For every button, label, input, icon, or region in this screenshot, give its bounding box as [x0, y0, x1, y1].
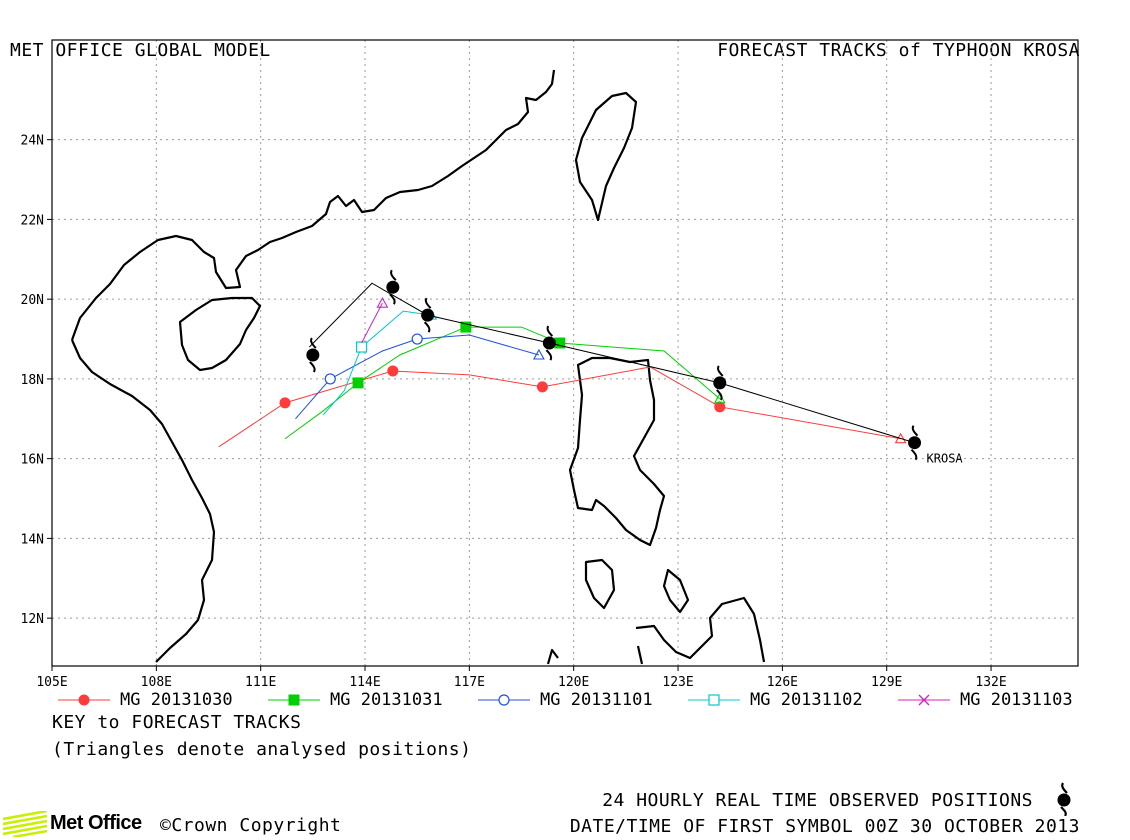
lon-tick-label: 108E — [141, 675, 172, 690]
lon-tick-label: 111E — [245, 675, 276, 690]
vietnam-coast — [70, 339, 216, 663]
legend-symbol-filled-circle — [58, 694, 110, 706]
typhoon-symbol — [421, 297, 435, 333]
analysed-position-triangle — [376, 297, 389, 308]
forecast-track-line — [361, 302, 383, 344]
lat-tick-label: 12N — [21, 612, 44, 627]
mainland-coast — [70, 69, 556, 341]
title-left: MET OFFICE GLOBAL MODEL — [10, 40, 271, 61]
legend-item-mg-20131103: MG 20131103 — [898, 690, 1073, 710]
lon-tick-label: 129E — [871, 675, 902, 690]
lat-tick-label: 18N — [21, 373, 44, 388]
lat-tick-label: 14N — [21, 532, 44, 547]
forecast-point — [355, 341, 368, 353]
forecast-track-line — [322, 310, 432, 416]
forecast-point — [714, 401, 726, 413]
analysed-position-triangle — [532, 348, 545, 360]
lat-tick-label: 20N — [21, 293, 44, 308]
taiwan-island — [574, 91, 638, 222]
crown-copyright: ©Crown Copyright — [160, 815, 342, 836]
forecast-point — [536, 381, 548, 393]
lon-tick-label: 114E — [349, 675, 380, 690]
legend-symbol-filled-square — [268, 694, 320, 706]
visayas-islands — [635, 596, 766, 663]
typhoon-symbol — [542, 325, 556, 361]
lon-tick-label: 117E — [454, 675, 485, 690]
lon-tick-label: 126E — [767, 675, 798, 690]
first-symbol-datetime: DATE/TIME OF FIRST SYMBOL 00Z 30 OCTOBER… — [569, 816, 1080, 837]
typhoon-symbol-icon — [1057, 782, 1071, 816]
forecast-track-line — [295, 334, 540, 420]
storm-name-label: KROSA — [927, 452, 964, 466]
legend-item-mg-20131101: MG 20131101 — [478, 690, 653, 710]
forecast-track — [322, 308, 438, 416]
hainan-island — [178, 296, 262, 372]
analysed-position-triangle — [894, 432, 907, 444]
forecast-point — [554, 337, 566, 349]
forecast-track — [295, 333, 545, 420]
legend-label: MG 20131102 — [750, 690, 863, 710]
forecast-track — [284, 321, 726, 440]
forecast-point — [352, 377, 364, 389]
title-right: FORECAST TRACKS of TYPHOON KROSA — [717, 40, 1080, 61]
legend-label: MG 20131101 — [540, 690, 653, 710]
forecast-track-line — [284, 326, 721, 440]
lat-tick-label: 16N — [21, 453, 44, 468]
met-office-logo-text: Met Office — [50, 812, 142, 834]
lat-tick-label: 22N — [21, 213, 44, 228]
coastlines — [70, 69, 766, 665]
met-office-logo-icon — [3, 811, 48, 837]
forecast-point — [411, 333, 423, 345]
typhoon-symbol — [908, 425, 922, 461]
plot-frame — [51, 39, 1079, 667]
visayas-islands-2 — [636, 645, 644, 665]
key-note: (Triangles denote analysed positions) — [52, 739, 472, 760]
typhoon-symbol — [386, 269, 400, 305]
legend-item-mg-20131102: MG 20131102 — [688, 690, 863, 710]
lon-tick-label: 132E — [975, 675, 1006, 690]
forecast-point — [387, 365, 399, 377]
lon-tick-label: 123E — [662, 675, 693, 690]
luzon-island — [568, 356, 666, 547]
observed-track-line — [309, 282, 915, 444]
legend-symbol-cross — [898, 694, 950, 706]
typhoon-symbol — [713, 365, 727, 401]
legend-item-mg-20131031: MG 20131031 — [268, 690, 443, 710]
forecast-tracks — [218, 297, 907, 448]
mindoro-island — [584, 558, 616, 610]
axes: 105E 108E 111E 114E 117E 120E 123E 126E 129E 132E… — [21, 39, 1079, 690]
forecast-point — [279, 397, 291, 409]
palawan-tip — [546, 648, 559, 665]
legend-symbol-open-square — [688, 694, 740, 706]
lat-tick-label: 24N — [21, 134, 44, 149]
legend-item-mg-20131030: MG 20131030 — [58, 690, 233, 710]
samar-island — [662, 568, 690, 614]
forecast-track — [361, 297, 389, 344]
forecast-point — [460, 321, 472, 333]
observed-track: KROSA — [306, 269, 964, 466]
legend-symbol-open-circle — [478, 694, 530, 706]
typhoon-symbol — [306, 337, 320, 373]
key-title: KEY to FORECAST TRACKS — [52, 712, 302, 733]
lon-tick-label: 120E — [558, 675, 589, 690]
forecast-track — [218, 365, 907, 448]
lon-tick-label: 105E — [36, 675, 67, 690]
legend-label: MG 20131031 — [330, 690, 443, 710]
legend-label: MG 20131103 — [960, 690, 1073, 710]
legend-label: MG 20131030 — [120, 690, 233, 710]
forecast-point — [324, 373, 336, 385]
observed-positions-label: 24 HOURLY REAL TIME OBSERVED POSITIONS — [602, 790, 1033, 811]
forecast-track-line — [218, 366, 901, 448]
